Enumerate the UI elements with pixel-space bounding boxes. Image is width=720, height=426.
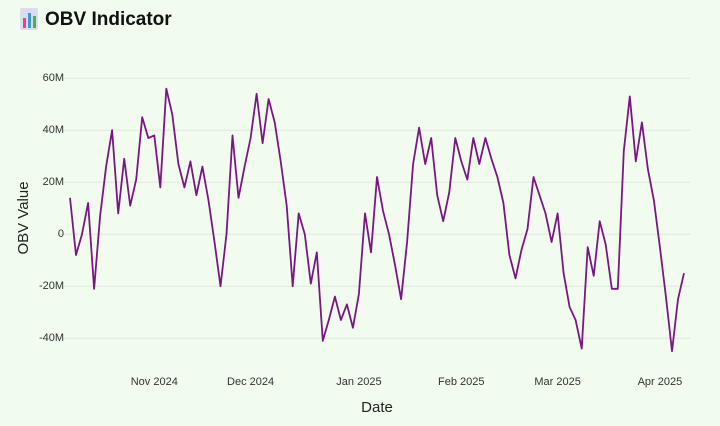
y-tick-label: 40M	[43, 124, 64, 136]
y-tick-label: 0	[58, 228, 64, 240]
y-tick-label: 20M	[43, 176, 64, 188]
y-tick-label: 60M	[43, 72, 64, 84]
x-tick-label: Mar 2025	[534, 376, 580, 388]
y-tick-label: -20M	[39, 280, 64, 292]
x-tick-label: Dec 2024	[227, 376, 274, 388]
y-axis-title: OBV Value	[15, 181, 32, 254]
x-axis-title: Date	[361, 399, 393, 416]
y-tick-label: -40M	[39, 332, 64, 344]
chart-title: OBV Indicator	[45, 9, 172, 30]
title-icon	[20, 8, 38, 30]
obv-line	[69, 87, 685, 353]
x-tick-label: Feb 2025	[438, 376, 484, 388]
x-tick-label: Jan 2025	[336, 376, 381, 388]
x-tick-label: Nov 2024	[131, 376, 178, 388]
x-tick-label: Apr 2025	[638, 376, 683, 388]
